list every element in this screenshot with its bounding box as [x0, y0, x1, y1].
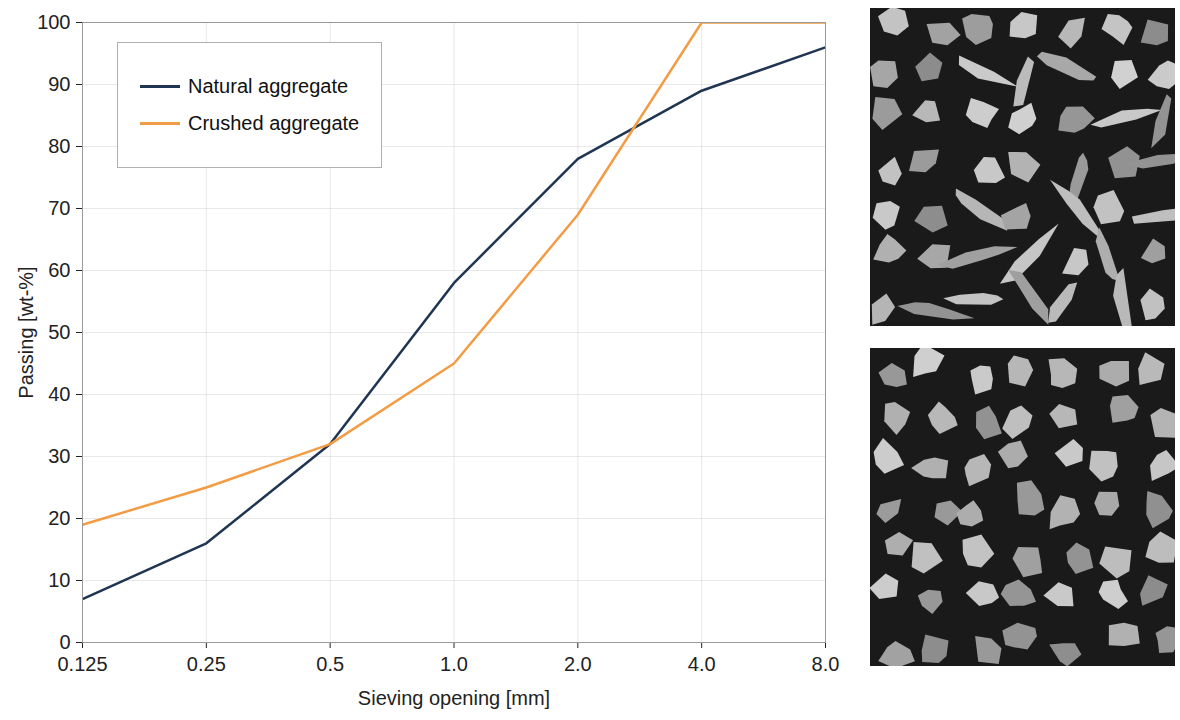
svg-text:20: 20: [48, 507, 70, 529]
svg-text:60: 60: [48, 259, 70, 281]
svg-text:2.0: 2.0: [564, 653, 592, 675]
svg-text:8.0: 8.0: [812, 653, 840, 675]
svg-text:0.125: 0.125: [57, 653, 107, 675]
svg-text:0.25: 0.25: [187, 653, 226, 675]
html-text:Natural aggregate: Natural aggregate: [188, 75, 349, 97]
svg-text:50: 50: [48, 321, 70, 343]
svg-text:0.5: 0.5: [316, 653, 344, 675]
svg-text:80: 80: [48, 135, 70, 157]
svg-text:Passing [wt-%]: Passing [wt-%]: [15, 266, 37, 398]
html-text:Crushed aggregate: Crushed aggregate: [188, 112, 360, 134]
svg-text:0: 0: [59, 631, 70, 653]
svg-text:100: 100: [37, 11, 70, 33]
svg-text:30: 30: [48, 445, 70, 467]
svg-text:10: 10: [48, 569, 70, 591]
svg-text:70: 70: [48, 197, 70, 219]
svg-text:90: 90: [48, 73, 70, 95]
svg-text:Sieving opening [mm]: Sieving opening [mm]: [358, 687, 550, 709]
svg-text:40: 40: [48, 383, 70, 405]
svg-text:4.0: 4.0: [688, 653, 716, 675]
svg-text:1.0: 1.0: [440, 653, 468, 675]
